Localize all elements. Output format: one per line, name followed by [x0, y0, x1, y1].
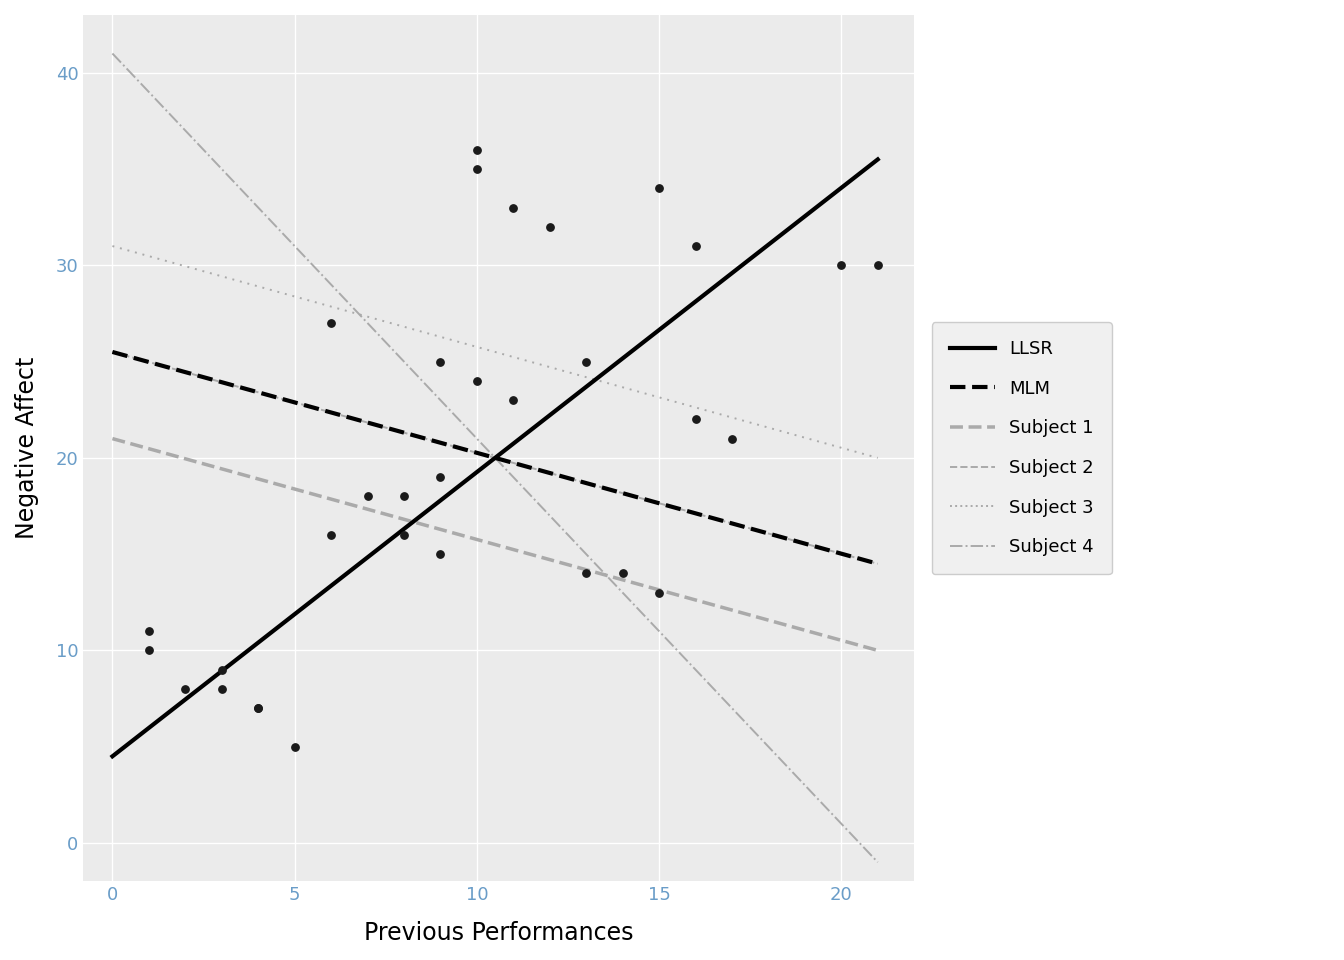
Point	[685, 238, 707, 253]
Point	[575, 354, 597, 370]
Point	[685, 412, 707, 427]
Point	[175, 682, 196, 697]
Point	[430, 354, 452, 370]
Point	[320, 316, 341, 331]
Point	[247, 701, 269, 716]
Point	[722, 431, 743, 446]
Point	[503, 393, 524, 408]
Point	[831, 257, 852, 273]
Point	[466, 373, 488, 389]
Point	[356, 489, 378, 504]
Point	[612, 565, 633, 581]
Point	[539, 219, 560, 234]
Point	[394, 489, 415, 504]
Point	[211, 662, 233, 678]
Point	[466, 142, 488, 157]
Y-axis label: Negative Affect: Negative Affect	[15, 357, 39, 540]
Point	[503, 200, 524, 215]
Point	[394, 527, 415, 542]
Point	[320, 527, 341, 542]
Point	[138, 623, 160, 638]
Point	[284, 739, 305, 755]
Point	[138, 643, 160, 659]
Point	[466, 161, 488, 177]
Point	[247, 701, 269, 716]
Point	[430, 469, 452, 485]
Point	[575, 565, 597, 581]
Legend: LLSR, MLM, Subject 1, Subject 2, Subject 3, Subject 4: LLSR, MLM, Subject 1, Subject 2, Subject…	[931, 322, 1111, 574]
Point	[211, 682, 233, 697]
Point	[430, 546, 452, 562]
X-axis label: Previous Performances: Previous Performances	[364, 921, 633, 945]
Point	[648, 585, 669, 600]
Point	[867, 257, 888, 273]
Point	[648, 180, 669, 196]
